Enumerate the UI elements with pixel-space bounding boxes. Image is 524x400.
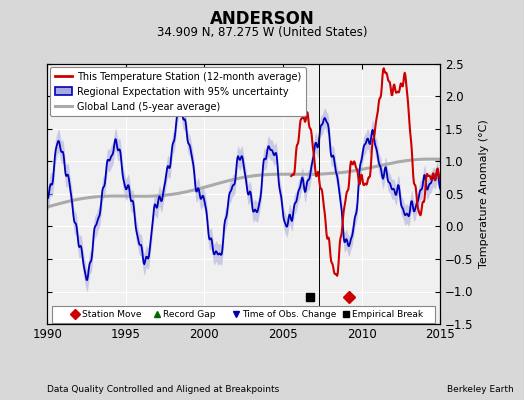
Text: 34.909 N, 87.275 W (United States): 34.909 N, 87.275 W (United States) (157, 26, 367, 39)
FancyBboxPatch shape (52, 306, 435, 323)
Text: Time of Obs. Change: Time of Obs. Change (242, 310, 336, 319)
Text: Berkeley Earth: Berkeley Earth (447, 385, 514, 394)
Text: Record Gap: Record Gap (163, 310, 216, 319)
Y-axis label: Temperature Anomaly (°C): Temperature Anomaly (°C) (479, 120, 489, 268)
Legend: This Temperature Station (12-month average), Regional Expectation with 95% uncer: This Temperature Station (12-month avera… (50, 67, 307, 116)
Text: Station Move: Station Move (82, 310, 141, 319)
Text: Data Quality Controlled and Aligned at Breakpoints: Data Quality Controlled and Aligned at B… (47, 385, 279, 394)
Text: ANDERSON: ANDERSON (210, 10, 314, 28)
Text: Empirical Break: Empirical Break (352, 310, 423, 319)
